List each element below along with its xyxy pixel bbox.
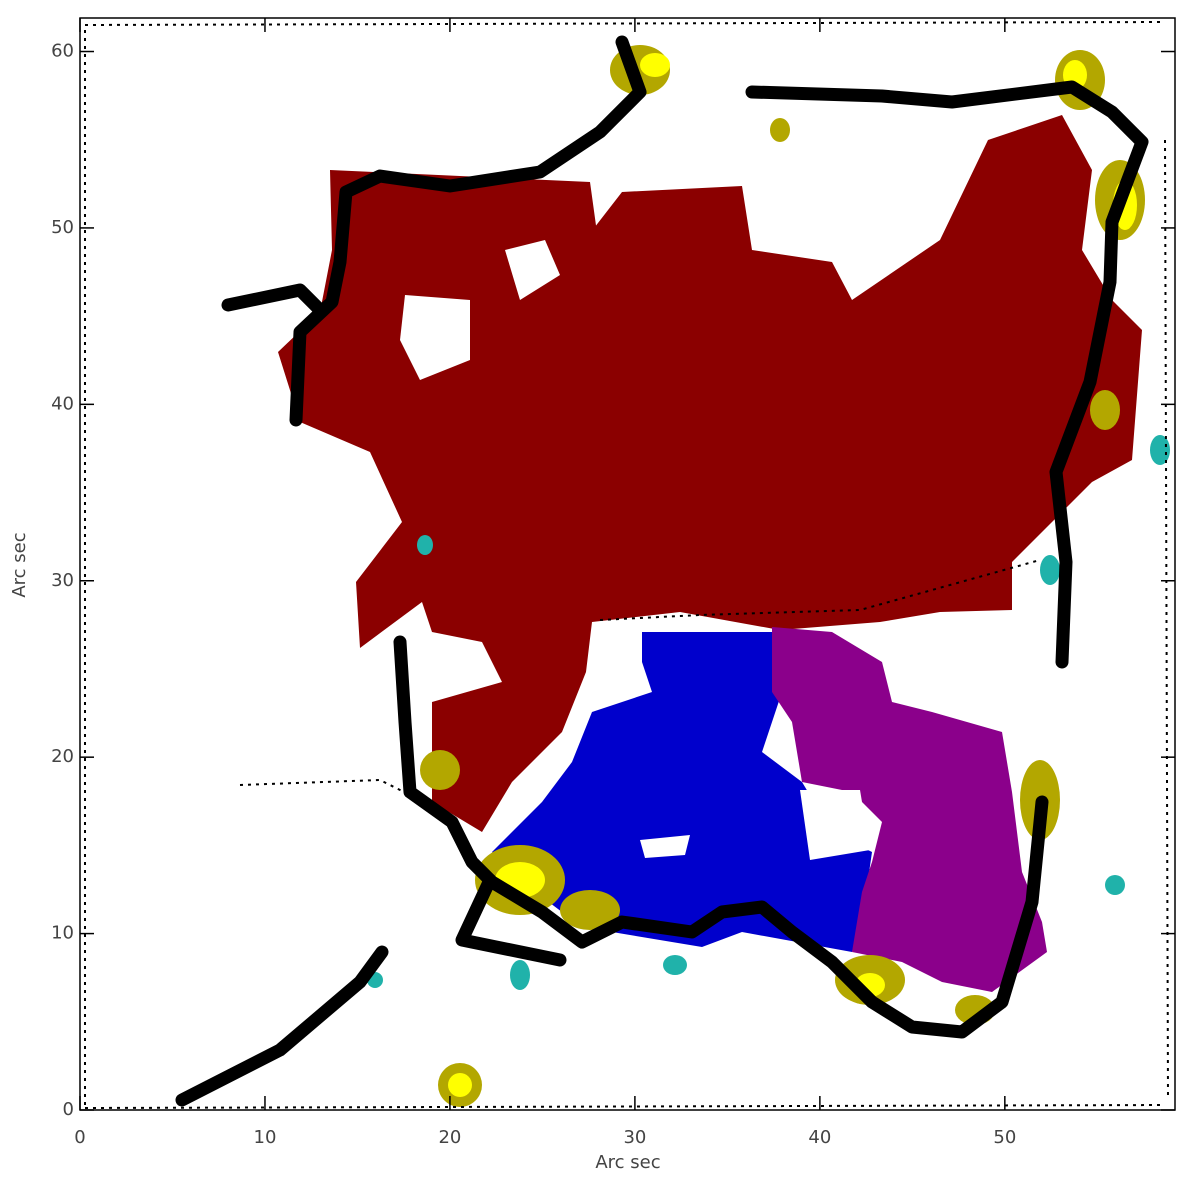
plot-frame (79, 17, 1176, 1111)
x-tick-label: 10 (254, 1127, 277, 1148)
x-tick-label: 40 (808, 1127, 831, 1148)
hole (505, 240, 560, 300)
regions (278, 45, 1170, 1107)
contour-line (745, 80, 1149, 669)
x-axis-label: Arc sec (595, 1152, 660, 1173)
contour-line (455, 873, 567, 967)
contour-line (393, 635, 1049, 1039)
contour-line (221, 283, 327, 317)
contour-line (175, 945, 389, 1107)
x-tick-label: 20 (438, 1127, 461, 1148)
crosses (1164, 139, 1169, 1101)
crosses (239, 778, 421, 801)
blue-region (492, 632, 872, 952)
y-tick-label: 60 (51, 41, 74, 62)
contours (84, 21, 1169, 1109)
y-tick-label: 20 (51, 746, 74, 767)
crosses (84, 1104, 1166, 1109)
crosses (84, 21, 1161, 26)
hole (800, 790, 870, 860)
hole (640, 835, 690, 858)
purple-region (772, 627, 1047, 992)
red-region (278, 115, 1142, 832)
x-tick-label: 50 (993, 1127, 1016, 1148)
y-tick-label: 50 (51, 217, 74, 238)
y-tick-label: 10 (51, 923, 74, 944)
y-tick-label: 0 (63, 1099, 74, 1120)
x-tick-label: 30 (623, 1127, 646, 1148)
y-tick-label: 40 (51, 393, 74, 414)
crosses (599, 559, 1041, 621)
y-axis-label: Arc sec (9, 532, 30, 597)
hole (400, 295, 470, 380)
x-tick-label: 0 (74, 1127, 85, 1148)
y-tick-label: 30 (51, 570, 74, 591)
